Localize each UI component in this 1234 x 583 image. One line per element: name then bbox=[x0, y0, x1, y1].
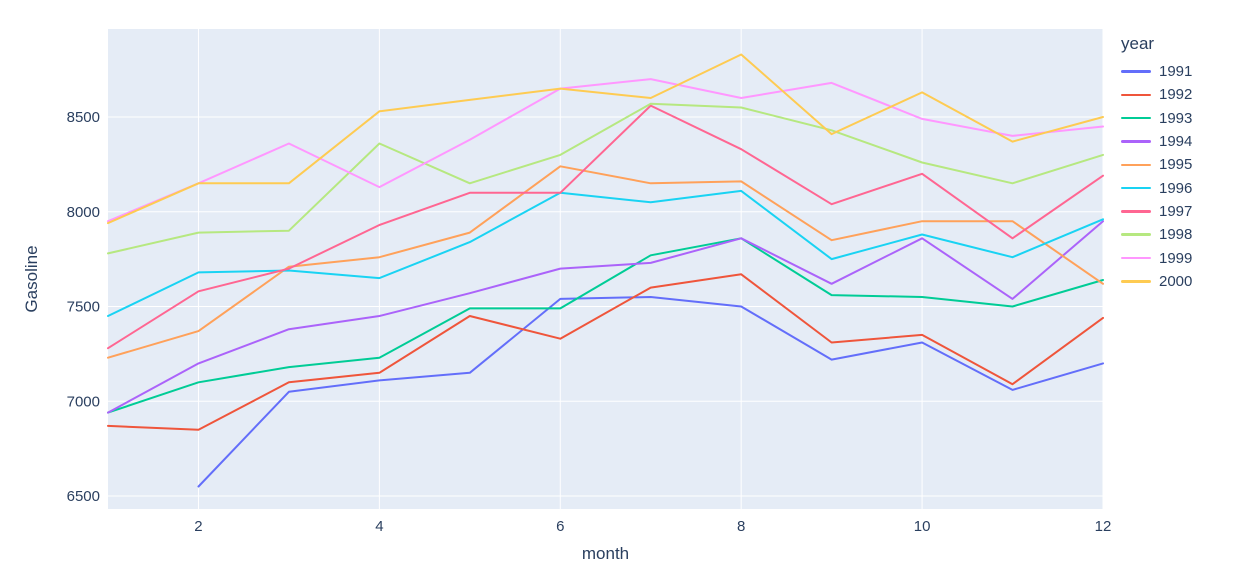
y-tick-label: 7500 bbox=[67, 299, 100, 316]
x-tick-label: 6 bbox=[556, 518, 564, 535]
y-tick-label: 6500 bbox=[67, 488, 100, 505]
y-tick-label: 7000 bbox=[67, 393, 100, 410]
legend-swatch-1997 bbox=[1121, 210, 1151, 213]
legend-label: 1994 bbox=[1159, 133, 1193, 151]
legend-item-1997[interactable]: 1997 bbox=[1121, 200, 1192, 223]
series-line-1993 bbox=[107, 237, 1104, 414]
x-tick-label: 10 bbox=[914, 518, 931, 535]
plot-background bbox=[108, 29, 1103, 509]
legend-label: 1993 bbox=[1159, 109, 1193, 127]
x-axis-title: month bbox=[581, 544, 630, 563]
x-tick-label: 12 bbox=[1095, 518, 1112, 535]
y-tick-label: 8500 bbox=[67, 109, 100, 126]
legend-swatch-1993 bbox=[1121, 116, 1151, 120]
legend-label: 1995 bbox=[1159, 156, 1193, 174]
legend-swatch-1992 bbox=[1121, 93, 1151, 97]
legend-label: 2000 bbox=[1159, 272, 1193, 290]
x-tick-label: 2 bbox=[194, 518, 202, 535]
legend-item-1991[interactable]: 1991 bbox=[1121, 60, 1192, 83]
legend-item-1999[interactable]: 1999 bbox=[1121, 246, 1192, 269]
legend-swatch-2000 bbox=[1121, 280, 1151, 283]
legend-item-1996[interactable]: 1996 bbox=[1121, 176, 1192, 199]
legend-item-1993[interactable]: 1993 bbox=[1121, 107, 1192, 130]
series-line-1994 bbox=[107, 220, 1104, 414]
legend-item-1995[interactable]: 1995 bbox=[1121, 153, 1192, 176]
y-tick-label: 8000 bbox=[67, 204, 100, 221]
legend-label: 1996 bbox=[1159, 179, 1193, 197]
legend-swatch-1996 bbox=[1121, 186, 1151, 190]
series-line-1999 bbox=[107, 78, 1104, 223]
legend-swatch-1994 bbox=[1121, 140, 1151, 143]
legend-swatch-1998 bbox=[1121, 233, 1151, 236]
series-line-1996 bbox=[107, 189, 1104, 317]
legend-item-1992[interactable]: 1992 bbox=[1121, 83, 1192, 106]
y-axis-title: Gasoline bbox=[22, 245, 41, 313]
legend: year 1991 1992 1993 1994 1995 1996 1997 1998 199… bbox=[1121, 34, 1192, 293]
legend-swatch-1991 bbox=[1121, 70, 1151, 73]
legend-label: 1999 bbox=[1159, 249, 1193, 267]
series-line-1995 bbox=[107, 165, 1104, 359]
legend-label: 1998 bbox=[1159, 226, 1193, 244]
legend-title: year bbox=[1121, 34, 1155, 53]
legend-items: 1991 1992 1993 1994 1995 1996 1997 1998 1999 2000 bbox=[1121, 60, 1192, 293]
legend-item-2000[interactable]: 2000 bbox=[1121, 270, 1192, 293]
legend-swatch-1999 bbox=[1121, 256, 1151, 260]
series-line-1992 bbox=[107, 273, 1104, 431]
legend-label: 1997 bbox=[1159, 202, 1193, 220]
series-line-1998 bbox=[107, 102, 1104, 255]
series-line-1991 bbox=[197, 296, 1104, 488]
series-line-1997 bbox=[107, 104, 1104, 350]
legend-swatch-1995 bbox=[1121, 163, 1151, 167]
legend-item-1994[interactable]: 1994 bbox=[1121, 130, 1192, 153]
x-tick-label: 8 bbox=[737, 518, 745, 535]
legend-label: 1991 bbox=[1159, 63, 1193, 81]
series-line-2000 bbox=[107, 53, 1104, 225]
legend-label: 1992 bbox=[1159, 86, 1193, 104]
legend-item-1998[interactable]: 1998 bbox=[1121, 223, 1192, 246]
x-tick-label: 4 bbox=[375, 518, 383, 535]
